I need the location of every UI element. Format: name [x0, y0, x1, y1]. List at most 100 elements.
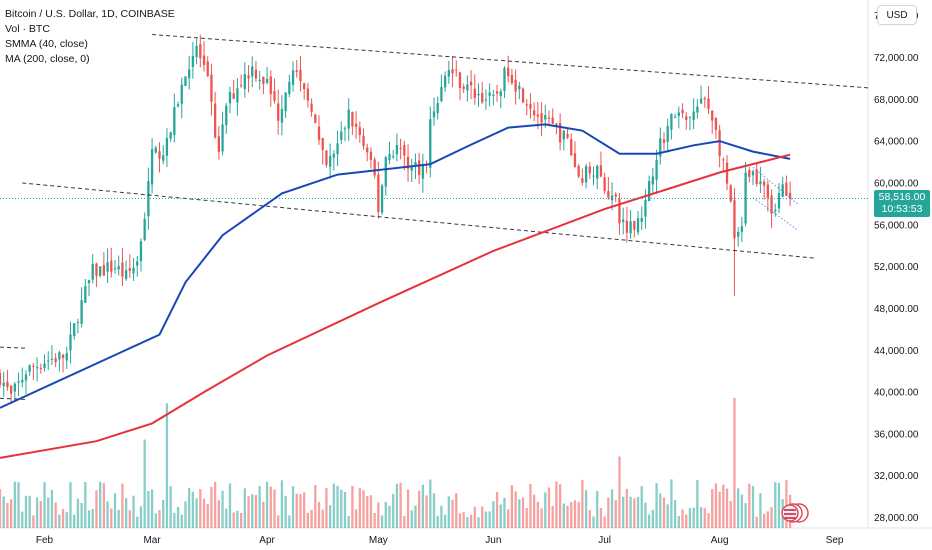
candle-body — [2, 382, 5, 387]
price-tick-label: 48,000.00 — [874, 304, 919, 315]
candle-body — [399, 147, 402, 149]
candle-body — [432, 111, 436, 118]
volume-bar — [176, 506, 180, 528]
volume-bar — [484, 511, 488, 528]
candle-body — [32, 365, 35, 367]
volume-bars — [0, 398, 792, 528]
candle-body — [336, 143, 339, 155]
volume-bar — [599, 508, 603, 528]
volume-bar — [358, 488, 361, 528]
candle-body — [239, 84, 243, 86]
volume-bar — [685, 514, 688, 528]
candle-body — [536, 114, 540, 117]
candle-body — [188, 69, 191, 79]
volume-bar — [180, 514, 183, 528]
candle-body — [547, 117, 551, 119]
candle-body — [507, 67, 510, 77]
candle-body — [458, 72, 462, 88]
volume-bar — [380, 515, 384, 528]
volume-bar — [414, 505, 417, 528]
candle-body — [180, 84, 183, 104]
candle-body — [544, 115, 547, 120]
volume-bar — [303, 492, 306, 528]
price-tick-label: 72,000.00 — [874, 53, 919, 64]
candle-body — [555, 123, 558, 127]
candle-body — [43, 363, 46, 369]
volume-bar — [707, 513, 710, 528]
candle-body — [533, 110, 536, 116]
volume-bar — [277, 515, 280, 528]
volume-bar — [217, 500, 221, 528]
volume-bar — [640, 486, 643, 528]
candle-body — [418, 160, 421, 176]
candle-body — [722, 159, 725, 161]
candle-body — [725, 162, 729, 184]
time-axis[interactable]: Feb Mar Apr May Jun Jul Aug Sep — [36, 535, 844, 546]
volume-bar — [269, 486, 272, 528]
volume-bar — [184, 501, 187, 528]
volume-bar — [581, 479, 584, 528]
candle-body — [169, 132, 172, 139]
candle-body — [584, 166, 588, 183]
volume-bar — [655, 483, 658, 528]
volume-bar — [662, 497, 666, 528]
candle-body — [788, 192, 792, 199]
volume-bar — [265, 481, 269, 528]
candle-body — [132, 267, 135, 274]
candle-body — [481, 93, 484, 103]
candle-body — [696, 106, 699, 113]
volume-indicator-label[interactable]: Vol · BTC — [5, 23, 50, 35]
candle-body — [366, 147, 369, 153]
candle-body — [492, 94, 495, 96]
volume-bar — [35, 497, 39, 528]
candle-body — [644, 199, 647, 217]
volume-bar — [562, 503, 565, 528]
candle-body — [232, 93, 235, 99]
ma-indicator-label[interactable]: MA (200, close, 0) — [5, 53, 90, 65]
volume-bar — [132, 495, 135, 528]
price-axis[interactable]: 76,000.0072,000.0068,000.0064,000.0060,0… — [874, 11, 919, 524]
volume-bar — [666, 504, 669, 528]
candle-body — [440, 86, 443, 102]
candle-body — [762, 181, 766, 186]
volume-bar — [514, 491, 517, 528]
candle-body — [310, 103, 313, 112]
volume-bar — [696, 480, 699, 528]
price-tick-label: 40,000.00 — [874, 388, 919, 399]
volume-bar — [291, 486, 295, 528]
candle-body — [707, 98, 710, 109]
candle-body — [540, 113, 543, 123]
volume-bar — [54, 502, 57, 528]
candle-body — [314, 114, 317, 124]
ma-200-line — [0, 153, 791, 459]
volume-bar — [536, 501, 540, 528]
volume-bar — [340, 489, 343, 528]
volume-bar — [510, 485, 514, 528]
candle-body — [521, 88, 525, 103]
volume-bar — [221, 490, 224, 528]
candle-body — [87, 280, 91, 284]
currency-button[interactable]: USD — [877, 5, 917, 25]
volume-bar — [117, 509, 120, 528]
candle-body — [113, 268, 117, 270]
event-flag-icon[interactable] — [781, 503, 809, 523]
candle-body — [503, 68, 506, 92]
volume-bar — [432, 493, 436, 528]
volume-bar — [299, 494, 302, 528]
volume-bar — [228, 483, 232, 528]
smma-indicator-label[interactable]: SMMA (40, close) — [5, 38, 88, 50]
candle-body — [610, 195, 614, 201]
candle-body — [102, 265, 106, 276]
volume-bar — [410, 510, 413, 528]
symbol-title[interactable]: Bitcoin / U.S. Dollar, 1D, COINBASE — [5, 8, 175, 20]
volume-bar — [436, 515, 439, 528]
volume-bar — [644, 502, 647, 528]
trend-line — [752, 197, 798, 231]
volume-bar — [395, 483, 399, 528]
volume-bar — [729, 500, 732, 528]
candle-body — [551, 117, 554, 124]
trend-line — [0, 397, 26, 400]
candle-body — [647, 181, 651, 201]
candle-body — [651, 176, 655, 185]
